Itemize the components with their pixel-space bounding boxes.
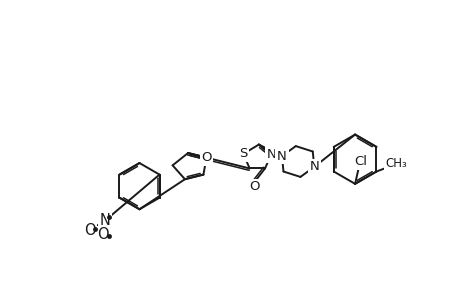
Text: O: O [97,227,109,242]
Text: N: N [309,160,319,173]
Text: N: N [99,213,110,228]
Text: S: S [239,147,247,160]
Text: O: O [84,223,95,238]
Text: CH₃: CH₃ [385,157,407,170]
Text: N: N [266,148,275,161]
Text: O: O [248,180,259,194]
Text: O: O [201,151,211,164]
Text: Cl: Cl [353,155,366,168]
Text: N: N [276,150,286,163]
